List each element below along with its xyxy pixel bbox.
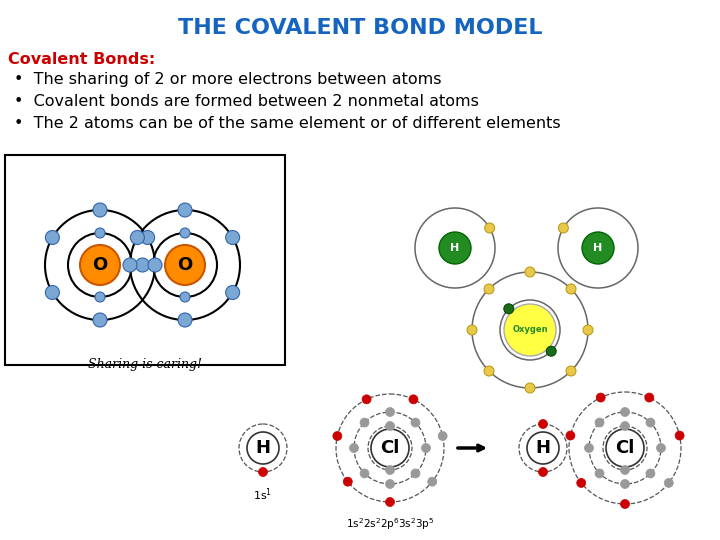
Circle shape	[385, 497, 395, 507]
Text: $\mathregular{1s^22s^22p^63s^23p^5}$: $\mathregular{1s^22s^22p^63s^23p^5}$	[346, 516, 434, 532]
Text: H: H	[451, 243, 459, 253]
Circle shape	[371, 429, 409, 467]
Circle shape	[123, 258, 137, 272]
Circle shape	[539, 420, 547, 429]
Circle shape	[595, 418, 604, 427]
Circle shape	[566, 284, 576, 294]
Circle shape	[385, 422, 395, 430]
Text: O: O	[92, 256, 107, 274]
Circle shape	[225, 231, 240, 245]
Circle shape	[539, 468, 547, 476]
Circle shape	[178, 313, 192, 327]
Circle shape	[45, 286, 59, 300]
Text: Cl: Cl	[616, 439, 635, 457]
Circle shape	[95, 292, 105, 302]
Text: Sharing is caring!: Sharing is caring!	[88, 358, 202, 371]
Text: •  The 2 atoms can be of the same element or of different elements: • The 2 atoms can be of the same element…	[14, 116, 561, 131]
Circle shape	[165, 245, 205, 285]
Circle shape	[247, 432, 279, 464]
Circle shape	[566, 431, 575, 440]
Circle shape	[409, 395, 418, 404]
Circle shape	[558, 223, 568, 233]
Circle shape	[140, 231, 155, 245]
Text: H: H	[256, 439, 271, 457]
Circle shape	[428, 477, 437, 486]
Circle shape	[583, 325, 593, 335]
Circle shape	[421, 443, 431, 453]
Text: THE COVALENT BOND MODEL: THE COVALENT BOND MODEL	[178, 18, 542, 38]
Circle shape	[484, 366, 494, 376]
Circle shape	[546, 346, 557, 356]
Circle shape	[333, 431, 342, 441]
Circle shape	[665, 478, 673, 488]
Text: Cl: Cl	[380, 439, 400, 457]
FancyBboxPatch shape	[5, 155, 285, 365]
Circle shape	[385, 480, 395, 489]
Circle shape	[438, 431, 447, 441]
Circle shape	[385, 408, 395, 416]
Circle shape	[225, 286, 240, 300]
Circle shape	[439, 232, 471, 264]
Circle shape	[621, 465, 629, 475]
Circle shape	[343, 477, 352, 486]
Text: •  The sharing of 2 or more electrons between atoms: • The sharing of 2 or more electrons bet…	[14, 72, 441, 87]
Circle shape	[178, 203, 192, 217]
Circle shape	[596, 393, 606, 402]
Circle shape	[646, 469, 655, 478]
Circle shape	[621, 480, 629, 489]
Circle shape	[80, 245, 120, 285]
Circle shape	[585, 443, 593, 453]
Circle shape	[93, 313, 107, 327]
Circle shape	[180, 292, 190, 302]
Circle shape	[675, 431, 684, 440]
Circle shape	[258, 468, 268, 476]
Circle shape	[95, 228, 105, 238]
Circle shape	[645, 393, 654, 402]
Circle shape	[621, 500, 629, 509]
Circle shape	[525, 383, 535, 393]
Circle shape	[525, 267, 535, 277]
Circle shape	[385, 465, 395, 475]
Circle shape	[148, 258, 162, 272]
Circle shape	[467, 325, 477, 335]
Circle shape	[657, 443, 665, 453]
Circle shape	[606, 429, 644, 467]
Circle shape	[411, 469, 420, 478]
Circle shape	[485, 223, 495, 233]
Circle shape	[411, 418, 420, 427]
Circle shape	[504, 304, 514, 314]
Text: H: H	[593, 243, 603, 253]
Text: •  Covalent bonds are formed between 2 nonmetal atoms: • Covalent bonds are formed between 2 no…	[14, 94, 479, 109]
Circle shape	[130, 231, 145, 245]
Text: Oxygen: Oxygen	[512, 326, 548, 334]
Circle shape	[621, 408, 629, 416]
Circle shape	[135, 258, 150, 272]
Circle shape	[45, 231, 59, 245]
Circle shape	[349, 443, 359, 453]
Text: $\mathregular{1s^1}$: $\mathregular{1s^1}$	[253, 486, 273, 503]
Circle shape	[527, 432, 559, 464]
Circle shape	[621, 422, 629, 430]
Circle shape	[360, 469, 369, 478]
Circle shape	[362, 395, 371, 404]
Circle shape	[646, 418, 655, 427]
Circle shape	[484, 284, 494, 294]
Text: H: H	[536, 439, 551, 457]
Circle shape	[595, 469, 604, 478]
Text: Covalent Bonds:: Covalent Bonds:	[8, 52, 156, 67]
Circle shape	[180, 228, 190, 238]
Circle shape	[566, 366, 576, 376]
Circle shape	[504, 304, 556, 356]
Text: O: O	[177, 256, 193, 274]
Circle shape	[360, 418, 369, 427]
Circle shape	[93, 203, 107, 217]
Circle shape	[577, 478, 585, 488]
Circle shape	[582, 232, 614, 264]
